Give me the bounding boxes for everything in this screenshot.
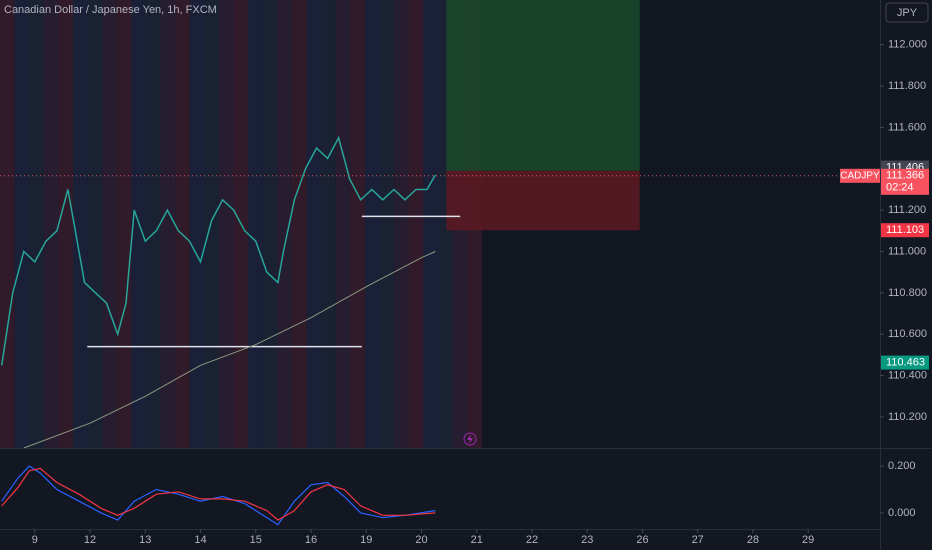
target-zone: [446, 0, 640, 171]
symbol-label: CADJPY: [840, 170, 880, 181]
session-band: [350, 0, 365, 448]
x-tick-label: 15: [250, 534, 262, 546]
x-tick-label: 13: [139, 534, 151, 546]
session-band: [204, 0, 219, 448]
session-band: [102, 0, 117, 448]
axes: 110.200 110.400 110.600 110.800 111.000 111.2…: [0, 39, 929, 546]
x-tick-label: 28: [747, 534, 759, 546]
session-band: [29, 0, 44, 448]
x-tick-label: 21: [471, 534, 483, 546]
event-icon[interactable]: [463, 432, 477, 446]
y-tick-label: 111.600: [888, 121, 926, 133]
symbol-tag: [840, 168, 880, 183]
price-tag-label: 111.366: [886, 170, 924, 182]
x-tick-label: 20: [415, 534, 427, 546]
session-band: [146, 0, 161, 448]
oscillator: [1, 465, 436, 526]
plot: [0, 0, 640, 448]
x-tick-label: 23: [581, 534, 593, 546]
session-band: [365, 0, 380, 448]
price-tag-label: 111.103: [886, 224, 924, 236]
session-band: [73, 0, 88, 448]
moving-average: [23, 251, 436, 448]
price-line: [0, 135, 436, 366]
oscillator-line: [1, 465, 436, 526]
session-band: [262, 0, 278, 448]
x-tick-label: 19: [360, 534, 372, 546]
currency[interactable]: JPY: [897, 7, 918, 19]
x-tick-label: 12: [84, 534, 96, 546]
countdown: 02:24: [886, 182, 914, 194]
x-tick-label: 27: [692, 534, 704, 546]
session-band: [394, 0, 409, 448]
session-band: [87, 0, 103, 448]
session-band: [321, 0, 336, 448]
session-band: [408, 0, 424, 448]
price-tag: [881, 355, 929, 370]
y-tick-label: 111.200: [888, 204, 926, 216]
x-tick-label: 26: [636, 534, 648, 546]
session-band: [248, 0, 263, 448]
session-band: [116, 0, 132, 448]
y-tick-label: 110.600: [888, 328, 927, 340]
session-band: [43, 0, 59, 448]
osc-tick-label: 0.200: [888, 460, 916, 472]
y-tick-label: 111.800: [888, 80, 926, 92]
currency-button[interactable]: [885, 2, 929, 23]
session-band: [219, 0, 234, 448]
chart-title: Canadian Dollar / Japanese Yen, 1h, FXCM: [4, 4, 217, 16]
y-tick-label: 110.800: [888, 287, 927, 299]
price-tag-label: 110.463: [886, 356, 925, 368]
session-band: [0, 0, 15, 448]
price-tag: [881, 223, 929, 238]
oscillator-line: [1, 467, 436, 521]
osc-tick-label: 0.000: [888, 507, 916, 519]
price-tag: [881, 168, 929, 195]
session-band: [335, 0, 351, 448]
session-band: [189, 0, 205, 448]
x-tick-label: 16: [305, 534, 317, 546]
session-band: [277, 0, 292, 448]
stop-zone: [446, 170, 640, 231]
session-band: [58, 0, 73, 448]
session-band: [306, 0, 322, 448]
x-tick-label: 29: [802, 534, 814, 546]
y-tick-label: 112.000: [888, 39, 927, 51]
event-bolt: [467, 434, 473, 444]
session-band: [160, 0, 176, 448]
x-tick-label: 14: [194, 534, 206, 546]
session-band: [14, 0, 30, 448]
y-tick-label: 111.000: [888, 245, 926, 257]
y-tick-label: 110.200: [888, 411, 927, 423]
session-band: [423, 0, 438, 448]
x-tick-label: 22: [526, 534, 538, 546]
session-band: [292, 0, 307, 448]
session-band: [175, 0, 190, 448]
x-tick-label: 9: [32, 534, 38, 546]
session-bands: [0, 0, 482, 448]
session-band: [379, 0, 395, 448]
y-tick-label: 110.400: [888, 370, 927, 382]
